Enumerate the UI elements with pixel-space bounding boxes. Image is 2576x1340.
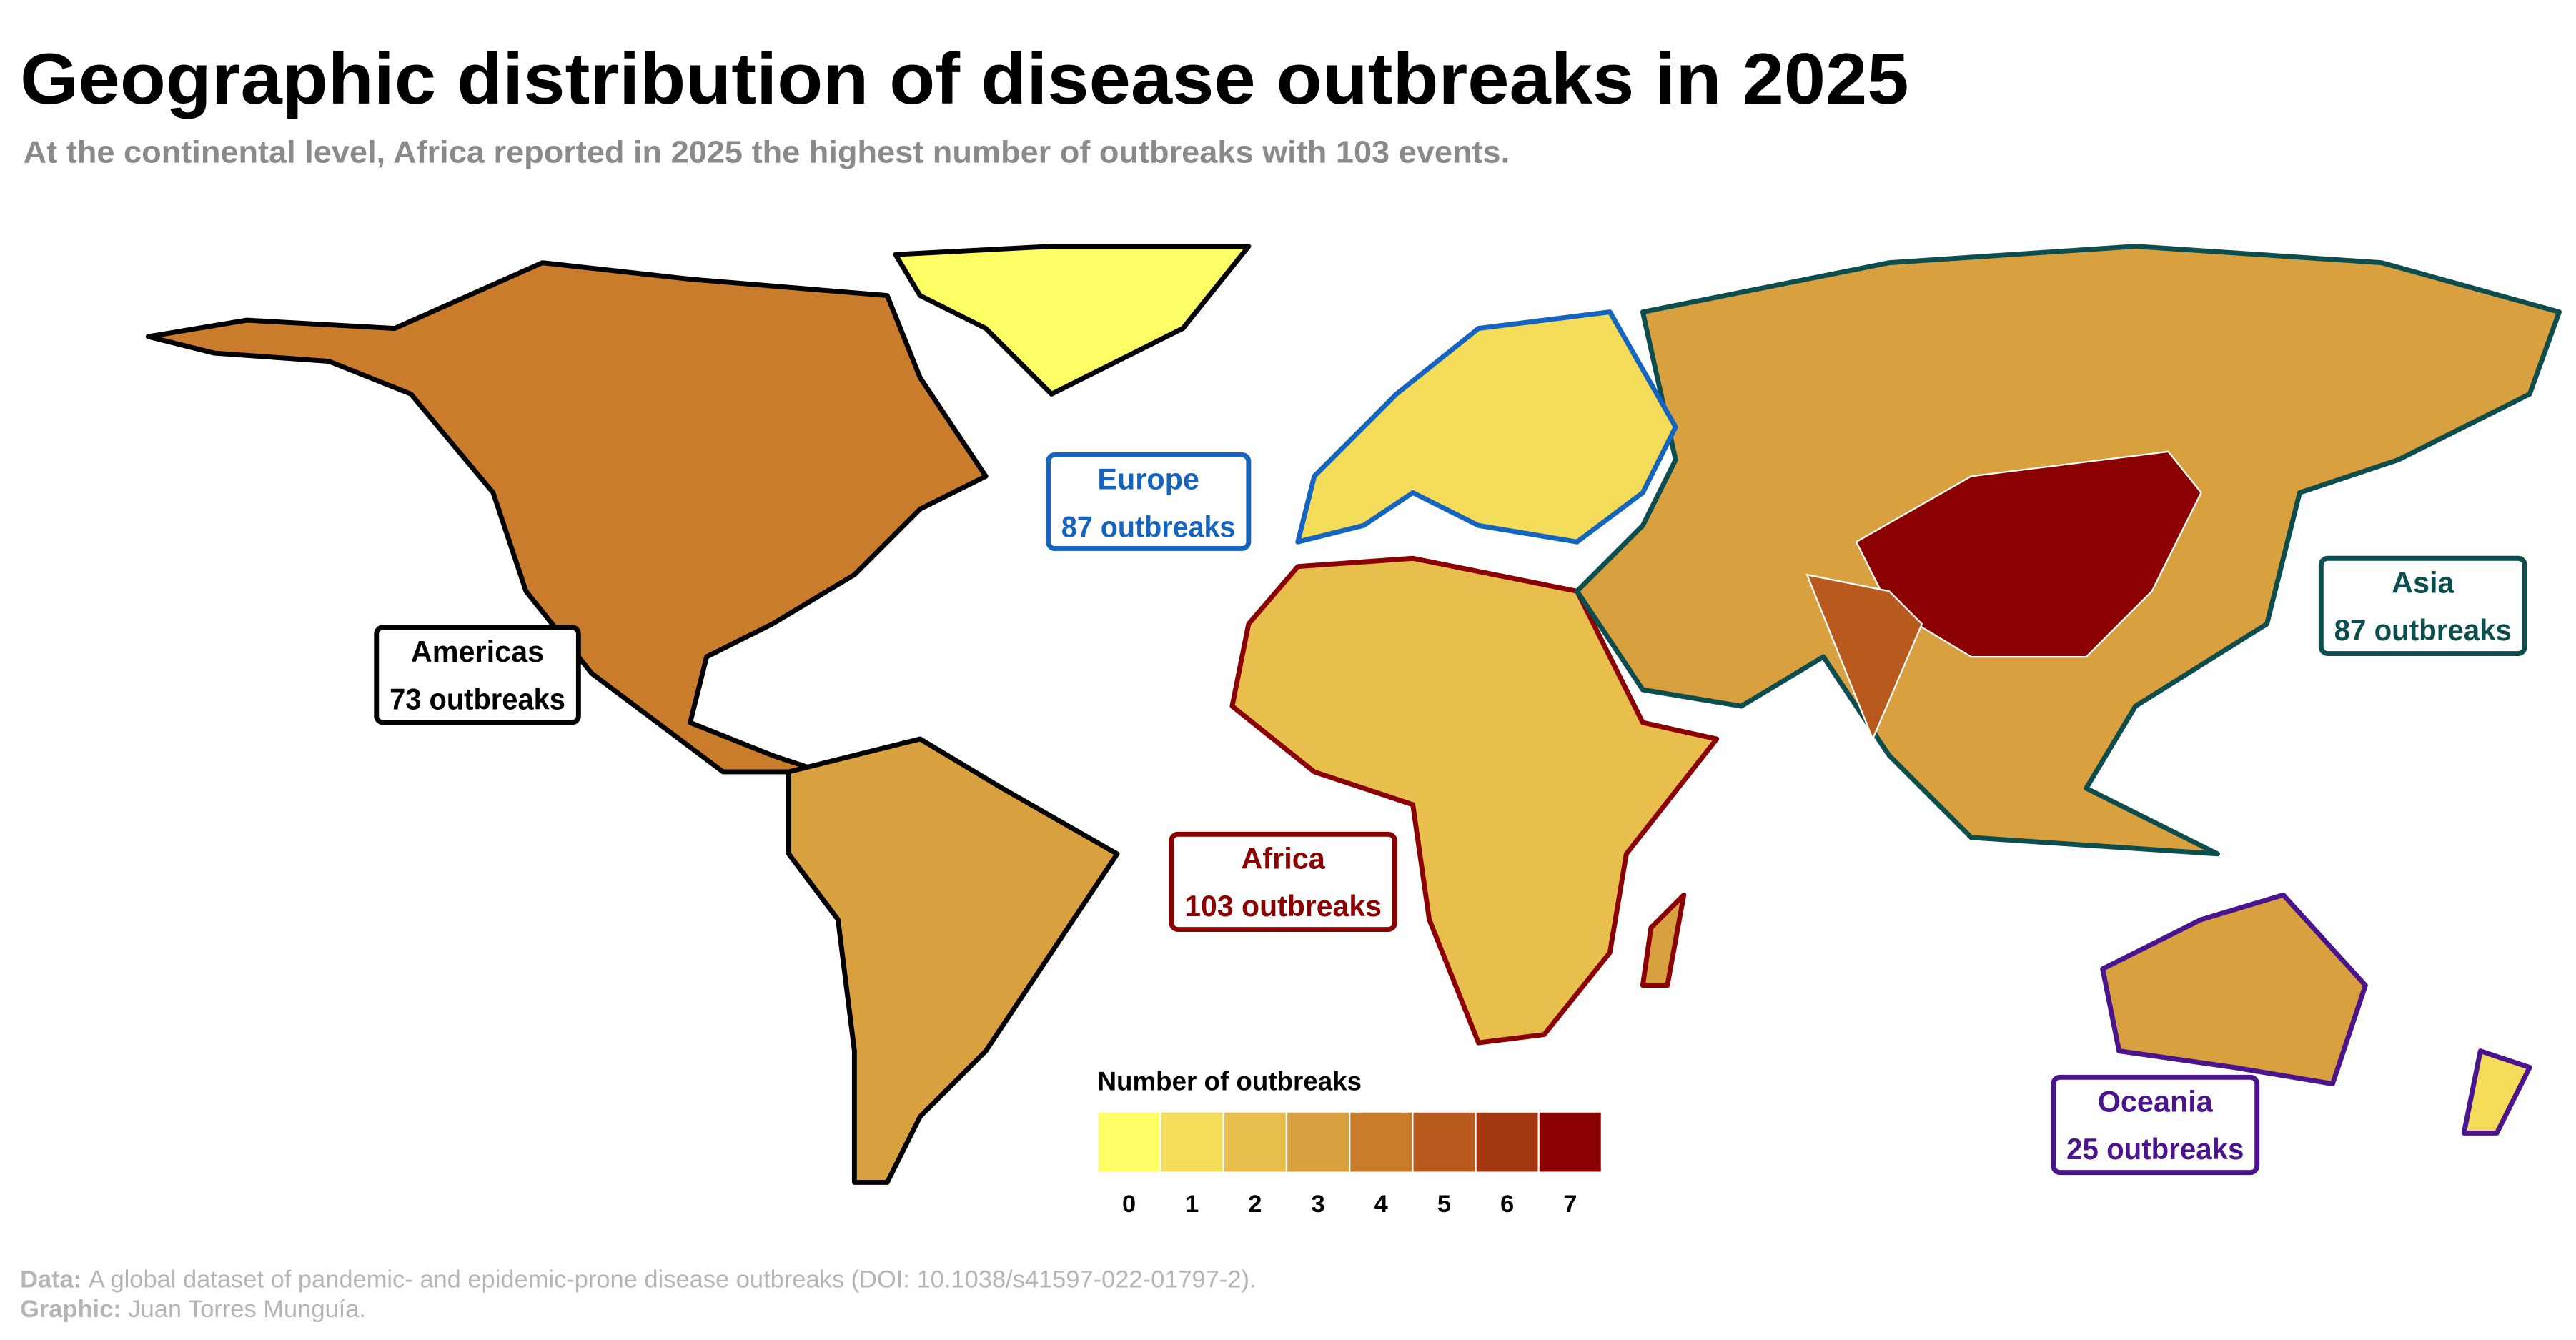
continent-name: Africa [1241, 843, 1325, 875]
title: Geographic distribution of disease outbr… [20, 39, 1908, 119]
legend-tick-label: 3 [1311, 1191, 1324, 1218]
north-america [145, 260, 989, 775]
legend-swatch [1159, 1111, 1224, 1173]
legend-tick-label: 7 [1563, 1191, 1577, 1218]
continent-name: Europe [1097, 463, 1199, 496]
india [1805, 573, 1923, 742]
legend-swatch [1537, 1111, 1603, 1173]
land [145, 244, 2562, 1185]
source-graphic: Graphic: Juan Torres Munguía. [20, 1296, 366, 1323]
continent-label-box [374, 625, 581, 725]
legend-tick-label: 6 [1500, 1191, 1514, 1218]
australia [2100, 892, 2368, 1086]
legend-tick-label: 1 [1185, 1191, 1199, 1218]
legend-swatch [1096, 1111, 1161, 1173]
continent-name: Oceania [2098, 1086, 2214, 1118]
legend-swatch [1222, 1111, 1288, 1173]
continent-name: Asia [2392, 567, 2454, 600]
europe [1295, 309, 1678, 545]
legend-swatch [1285, 1111, 1351, 1173]
source-data-text: A global dataset of pandemic- and epidem… [89, 1266, 1257, 1293]
continent-label-box [1046, 452, 1252, 551]
continent-count: 73 outbreaks [390, 683, 565, 716]
continent-label-box [2051, 1074, 2260, 1176]
continent-count: 25 outbreaks [2066, 1133, 2244, 1166]
legend-tick-label: 2 [1248, 1191, 1262, 1218]
legend-title: Number of outbreaks [1097, 1067, 1362, 1096]
legend-swatch [1349, 1111, 1414, 1173]
south-america [786, 736, 1120, 1185]
continent-label-box [1169, 831, 1397, 932]
madagascar [1640, 892, 1687, 988]
continent-count: 87 outbreaks [2334, 614, 2512, 647]
new-zealand [2461, 1048, 2532, 1136]
legend-swatch [1475, 1111, 1540, 1173]
legend-swatch [1412, 1111, 1477, 1173]
africa [1229, 555, 1720, 1046]
source-graphic-label: Graphic: [20, 1296, 122, 1323]
legend-tick-label: 0 [1122, 1191, 1136, 1218]
source-graphic-text: Juan Torres Munguía. [128, 1296, 366, 1323]
legend-tick-label: 4 [1374, 1191, 1388, 1218]
source-data-label: Data: [20, 1266, 81, 1293]
source-data: Data: A global dataset of pandemic- and … [20, 1266, 1256, 1293]
continent-count: 87 outbreaks [1061, 510, 1236, 543]
greenland [893, 244, 1252, 397]
continent-count: 103 outbreaks [1184, 890, 1382, 923]
continent-label-box [2318, 555, 2527, 656]
legend-tick-label: 5 [1437, 1191, 1451, 1218]
continent-name: Americas [411, 635, 544, 668]
subtitle: At the continental level, Africa reporte… [24, 134, 1510, 169]
